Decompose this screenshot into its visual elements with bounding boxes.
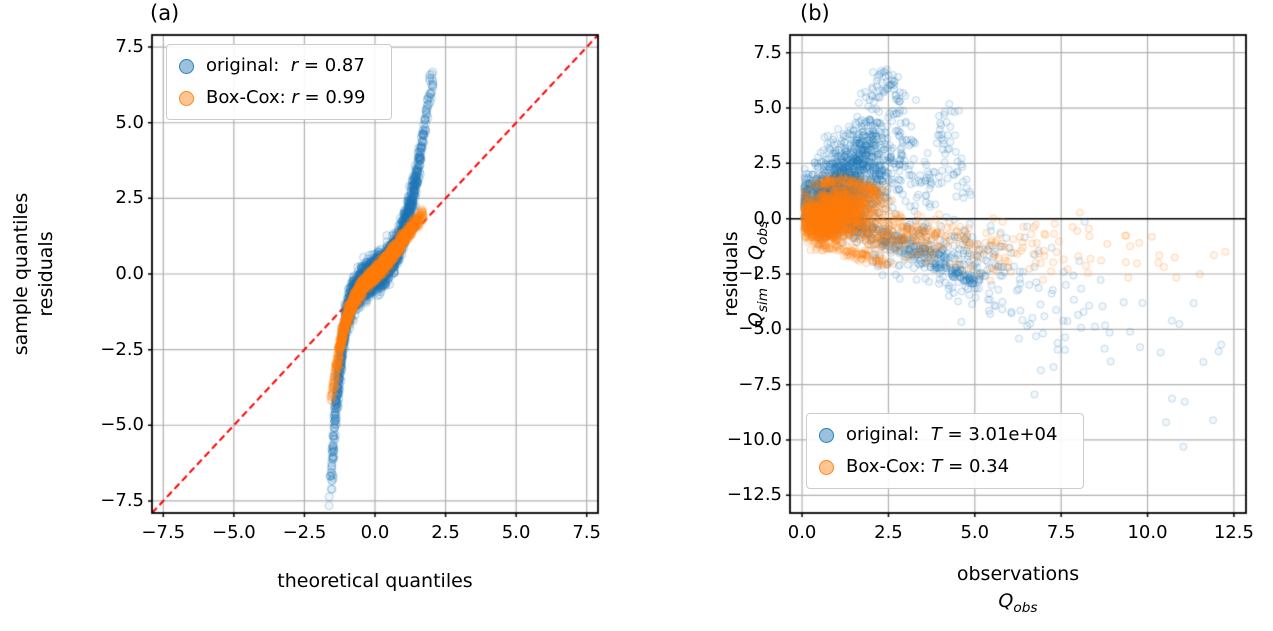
panel-a-xaxis-title: theoretical quantiles	[277, 570, 473, 592]
panel-a-label: (a)	[150, 1, 180, 25]
x-tick-label: 5.0	[960, 522, 990, 543]
x-tick-label: 2.5	[874, 522, 903, 543]
legend-value: = 0.87	[298, 55, 365, 76]
legend-marker-original	[179, 58, 194, 74]
legend-marker-original	[819, 427, 834, 443]
legend-entry-original: original: r = 0.87	[179, 55, 365, 77]
panel-b-xaxis-title: observations Qobs	[868, 561, 1168, 622]
x-tick-label: 5.0	[501, 522, 531, 543]
legend-entry-boxcox-label: Box-Cox: r = 0.99	[206, 87, 365, 109]
legend-entry-boxcox: Box-Cox: T = 0.34	[819, 456, 1057, 478]
y-tick-label: −2.5	[738, 263, 782, 284]
math-sub-sim: sim	[754, 287, 771, 313]
x-tick-label: 12.5	[1213, 522, 1254, 543]
y-tick-label: 5.0	[753, 97, 782, 119]
x-tick-label: 0.0	[787, 522, 817, 543]
legend-value: = 3.01e+04	[941, 424, 1058, 445]
legend-text: Box-Cox:	[846, 456, 932, 477]
legend-entry-original-label: original: r = 0.87	[206, 55, 365, 77]
y-tick-label: −7.5	[738, 373, 782, 395]
y-tick-label: −12.5	[726, 484, 782, 506]
x-tick-label: 0.0	[360, 522, 390, 543]
panel-b-label: (b)	[800, 1, 830, 25]
panel-a-yaxis-title-line1: sample quantiles	[10, 192, 32, 356]
legend-text: Box-Cox:	[206, 87, 292, 108]
legend-entry-original-label: original: T = 3.01e+04	[846, 424, 1057, 446]
math-q: Q	[998, 590, 1014, 612]
legend-entry-original: original: T = 3.01e+04	[819, 424, 1057, 446]
y-tick-label: 0.0	[115, 263, 144, 284]
legend-value: = 0.99	[298, 87, 366, 108]
panel-b-xaxis-title-line2: Qobs	[868, 588, 1168, 622]
y-tick-label: −5.0	[100, 414, 144, 436]
x-tick-label: 7.5	[1046, 522, 1076, 543]
y-tick-label: 2.5	[753, 152, 782, 174]
panel-a-yaxis-title: sample quantiles residuals	[8, 124, 60, 424]
legend-marker-boxcox	[179, 90, 194, 106]
legend-text: original:	[206, 55, 291, 76]
math-sub-obs: obs	[1013, 599, 1038, 616]
legend-value: = 0.34	[942, 456, 1010, 477]
legend-entry-boxcox: Box-Cox: r = 0.99	[179, 87, 365, 109]
legend-var: r	[291, 87, 299, 108]
y-tick-label: −10.0	[726, 428, 782, 450]
legend-text: original:	[846, 424, 931, 445]
panel-b-legend: original: T = 3.01e+04 Box-Cox: T = 0.34	[806, 413, 1085, 489]
legend-marker-boxcox	[819, 459, 834, 475]
x-tick-label: −2.5	[282, 522, 327, 543]
y-tick-label: −5.0	[738, 318, 782, 340]
panel-b-xaxis-title-line1: observations	[956, 563, 1080, 585]
y-tick-label: 5.0	[115, 111, 144, 133]
y-tick-label: 2.5	[115, 187, 144, 209]
legend-var: T	[930, 424, 942, 445]
y-tick-label: −7.5	[100, 489, 144, 511]
x-tick-label: −5.0	[212, 522, 256, 543]
panel-a-legend: original: r = 0.87 Box-Cox: r = 0.99	[166, 44, 393, 120]
legend-var: T	[931, 456, 943, 477]
x-tick-label: 2.5	[431, 522, 460, 543]
math-q-obs: Q	[744, 245, 767, 260]
legend-var: r	[290, 55, 299, 76]
y-tick-label: 0.0	[753, 207, 782, 229]
x-tick-label: −7.5	[141, 522, 186, 543]
x-tick-label: 7.5	[572, 522, 602, 543]
x-tick-label: 10.0	[1127, 522, 1168, 543]
y-tick-label: −2.5	[100, 338, 144, 360]
y-tick-label: 7.5	[115, 36, 144, 58]
legend-entry-boxcox-label: Box-Cox: T = 0.34	[846, 456, 1009, 478]
y-tick-label: 7.5	[753, 41, 782, 63]
